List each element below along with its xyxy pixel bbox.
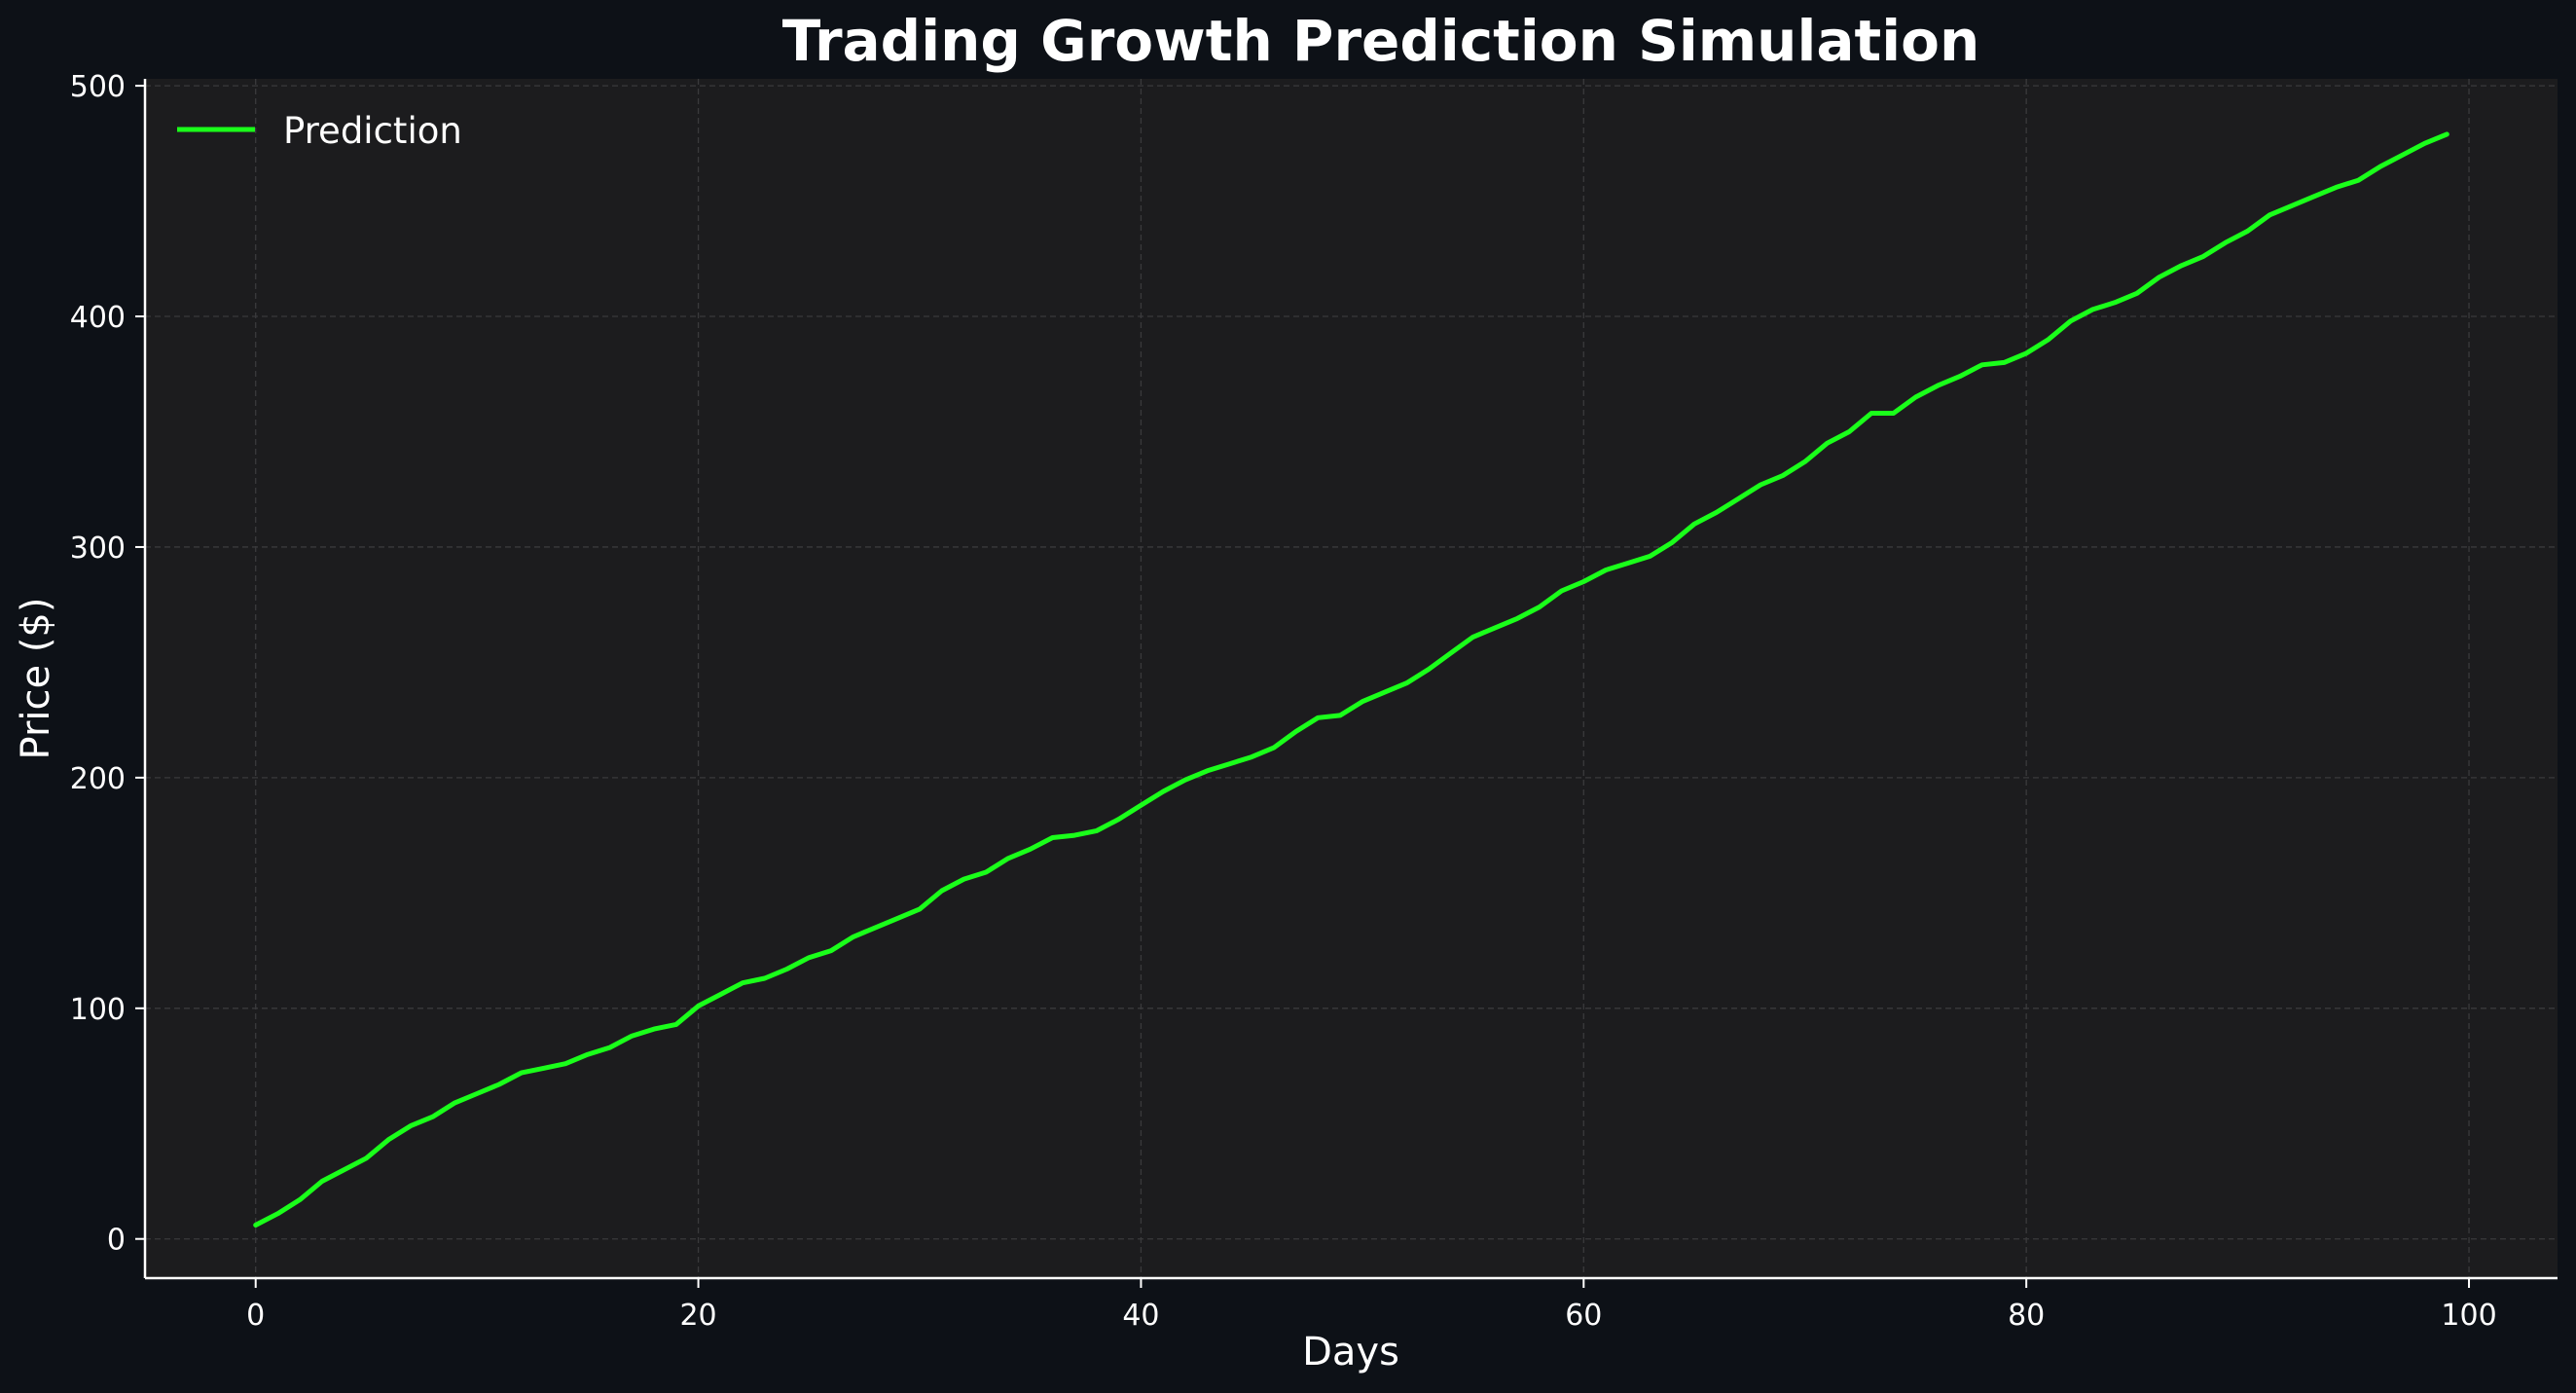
axis-ticks: 0 20 40 60 80 100 0 100 200 300 400 500 bbox=[70, 70, 2497, 1333]
y-tick-label: 200 bbox=[70, 762, 126, 796]
y-tick-label: 500 bbox=[70, 70, 126, 104]
grid-lines bbox=[145, 79, 2558, 1278]
x-tick-label: 100 bbox=[2441, 1299, 2496, 1333]
y-tick-label: 100 bbox=[70, 993, 126, 1027]
axes bbox=[143, 79, 2558, 1280]
x-tick-label: 60 bbox=[1565, 1299, 1602, 1333]
series-line-prediction bbox=[253, 131, 2449, 1228]
x-tick-label: 40 bbox=[1122, 1299, 1159, 1333]
legend: Prediction bbox=[177, 110, 462, 152]
x-tick-label: 20 bbox=[679, 1299, 716, 1333]
x-tick-label: 0 bbox=[246, 1299, 265, 1333]
chart-title: Trading Growth Prediction Simulation bbox=[782, 8, 1980, 74]
x-tick-label: 80 bbox=[2008, 1299, 2045, 1333]
y-tick-label: 300 bbox=[70, 532, 126, 566]
series-layer bbox=[253, 131, 2449, 1228]
y-tick-label: 400 bbox=[70, 301, 126, 335]
x-axis-label: Days bbox=[1302, 1330, 1399, 1375]
y-tick-label: 0 bbox=[107, 1224, 126, 1258]
y-axis-label: Price ($) bbox=[14, 598, 58, 760]
legend-label-prediction: Prediction bbox=[283, 110, 462, 152]
